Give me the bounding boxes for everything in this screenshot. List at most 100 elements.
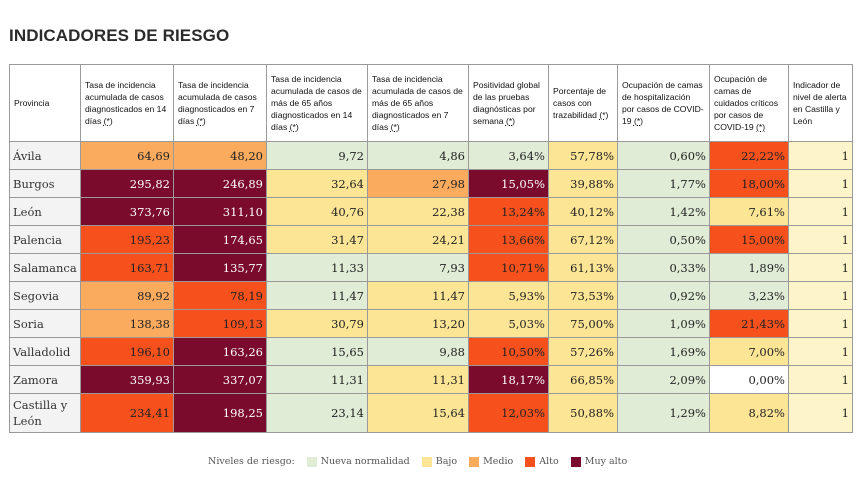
cell-nivel-alerta: 1	[788, 169, 853, 198]
cell-incidencia-65-7d: 4,86	[367, 141, 469, 170]
table-header-row: Provincia Tasa de incidencia acumulada d…	[9, 64, 853, 142]
cell-camas-hospitalizacion: 1,77%	[617, 169, 710, 198]
cell-incidencia-14d: 234,41	[80, 393, 174, 433]
legend-item-bajo: Bajo	[421, 456, 457, 467]
cell-camas-criticos: 7,00%	[709, 337, 789, 366]
cell-incidencia-7d: 246,89	[173, 169, 267, 198]
cell-incidencia-65-7d: 15,64	[367, 393, 469, 433]
cell-camas-criticos: 3,23%	[709, 281, 789, 310]
cell-incidencia-7d: 311,10	[173, 197, 267, 226]
legend-label: Niveles de riesgo:	[208, 456, 295, 467]
cell-provincia: Zamora	[9, 365, 81, 394]
cell-trazabilidad: 40,12%	[548, 197, 618, 226]
cell-nivel-alerta: 1	[788, 365, 853, 394]
cell-incidencia-65-14d: 11,31	[266, 365, 368, 394]
asterisk-link[interactable]: (*)	[505, 116, 516, 126]
asterisk-link[interactable]: (*)	[633, 116, 644, 126]
table-row: Castilla y León 234,41 198,25 23,14 15,64 12,…	[9, 393, 853, 433]
header-incidencia-65-14d: Tasa de incidencia acumulada de casos de…	[266, 64, 368, 142]
cell-trazabilidad: 75,00%	[548, 309, 618, 338]
cell-incidencia-65-14d: 9,72	[266, 141, 368, 170]
page-title: INDICADORES DE RIESGO	[9, 26, 230, 45]
risk-indicators-table: Provincia Tasa de incidencia acumulada d…	[9, 64, 853, 433]
cell-incidencia-7d: 78,19	[173, 281, 267, 310]
legend-swatch	[306, 456, 317, 467]
table-row: León 373,76 311,10 40,76 22,38 13,24% 40,12% 1,…	[9, 197, 853, 226]
cell-trazabilidad: 57,26%	[548, 337, 618, 366]
header-nivel-alerta: Indicador de nivel de alerta en Castilla…	[788, 64, 853, 142]
cell-incidencia-7d: 135,77	[173, 253, 267, 282]
asterisk-link[interactable]: (*)	[599, 110, 609, 120]
cell-positividad: 5,03%	[468, 309, 549, 338]
cell-camas-criticos: 7,61%	[709, 197, 789, 226]
cell-camas-hospitalizacion: 0,33%	[617, 253, 710, 282]
cell-provincia: Valladolid	[9, 337, 81, 366]
legend-swatch	[570, 456, 581, 467]
cell-nivel-alerta: 1	[788, 253, 853, 282]
cell-incidencia-65-14d: 11,47	[266, 281, 368, 310]
cell-camas-hospitalizacion: 0,50%	[617, 225, 710, 254]
cell-positividad: 13,66%	[468, 225, 549, 254]
cell-incidencia-65-7d: 7,93	[367, 253, 469, 282]
cell-nivel-alerta: 1	[788, 281, 853, 310]
cell-provincia: Ávila	[9, 141, 81, 170]
cell-camas-criticos: 21,43%	[709, 309, 789, 338]
legend-swatch	[525, 456, 536, 467]
cell-positividad: 12,03%	[468, 393, 549, 433]
cell-incidencia-65-7d: 11,31	[367, 365, 469, 394]
table-row: Palencia 195,23 174,65 31,47 24,21 13,66% 67,1…	[9, 225, 853, 254]
asterisk-link[interactable]: (*)	[289, 122, 299, 132]
cell-positividad: 15,05%	[468, 169, 549, 198]
cell-camas-hospitalizacion: 1,42%	[617, 197, 710, 226]
table-row: Salamanca 163,71 135,77 11,33 7,93 10,71% 61,1…	[9, 253, 853, 282]
table-row: Soria 138,38 109,13 30,79 13,20 5,03% 75,00% 1,…	[9, 309, 853, 338]
cell-camas-criticos: 22,22%	[709, 141, 789, 170]
cell-incidencia-65-7d: 13,20	[367, 309, 469, 338]
cell-nivel-alerta: 1	[788, 337, 853, 366]
table-row: Segovia 89,92 78,19 11,47 11,47 5,93% 73,53% 0,…	[9, 281, 853, 310]
risk-legend: Niveles de riesgo: Nueva normalidad Bajo…	[208, 456, 627, 467]
cell-incidencia-65-14d: 23,14	[266, 393, 368, 433]
table-row: Burgos 295,82 246,89 32,64 27,98 15,05% 39,88%…	[9, 169, 853, 198]
cell-incidencia-14d: 195,23	[80, 225, 174, 254]
asterisk-link[interactable]: (*)	[756, 122, 766, 132]
legend-swatch	[421, 456, 432, 467]
cell-camas-criticos: 1,89%	[709, 253, 789, 282]
cell-provincia: Salamanca	[9, 253, 81, 282]
cell-provincia: León	[9, 197, 81, 226]
header-incidencia-14d: Tasa de incidencia acumulada de casos di…	[80, 64, 174, 142]
cell-incidencia-65-14d: 32,64	[266, 169, 368, 198]
cell-nivel-alerta: 1	[788, 225, 853, 254]
legend-swatch	[469, 456, 480, 467]
cell-incidencia-14d: 359,93	[80, 365, 174, 394]
header-positividad: Positividad global de las pruebas diagnó…	[468, 64, 549, 142]
cell-incidencia-65-14d: 15,65	[266, 337, 368, 366]
table-row: Valladolid 196,10 163,26 15,65 9,88 10,50% 57,…	[9, 337, 853, 366]
asterisk-link[interactable]: (*)	[390, 122, 400, 132]
cell-provincia: Segovia	[9, 281, 81, 310]
cell-camas-hospitalizacion: 0,92%	[617, 281, 710, 310]
cell-incidencia-65-7d: 11,47	[367, 281, 469, 310]
cell-trazabilidad: 67,12%	[548, 225, 618, 254]
cell-trazabilidad: 66,85%	[548, 365, 618, 394]
legend-item-nueva-normalidad: Nueva normalidad	[306, 456, 410, 467]
cell-incidencia-65-14d: 30,79	[266, 309, 368, 338]
cell-trazabilidad: 39,88%	[548, 169, 618, 198]
asterisk-link[interactable]: (*)	[103, 116, 113, 126]
cell-trazabilidad: 50,88%	[548, 393, 618, 433]
header-camas-criticos: Ocupación de camas de cuidados críticos …	[709, 64, 789, 142]
cell-positividad: 13,24%	[468, 197, 549, 226]
cell-nivel-alerta: 1	[788, 393, 853, 433]
cell-incidencia-65-14d: 40,76	[266, 197, 368, 226]
header-incidencia-65-7d: Tasa de incidencia acumulada de casos de…	[367, 64, 469, 142]
table-row: Ávila 64,69 48,20 9,72 4,86 3,64% 57,78% 0,60% 2…	[9, 141, 853, 170]
cell-camas-criticos: 0,00%	[709, 365, 789, 394]
header-trazabilidad: Porcentaje de casos con trazabilidad (*)	[548, 64, 618, 142]
cell-camas-criticos: 18,00%	[709, 169, 789, 198]
cell-positividad: 10,71%	[468, 253, 549, 282]
cell-provincia: Palencia	[9, 225, 81, 254]
cell-incidencia-65-14d: 11,33	[266, 253, 368, 282]
cell-incidencia-7d: 174,65	[173, 225, 267, 254]
asterisk-link[interactable]: (*)	[196, 116, 206, 126]
cell-camas-hospitalizacion: 1,69%	[617, 337, 710, 366]
